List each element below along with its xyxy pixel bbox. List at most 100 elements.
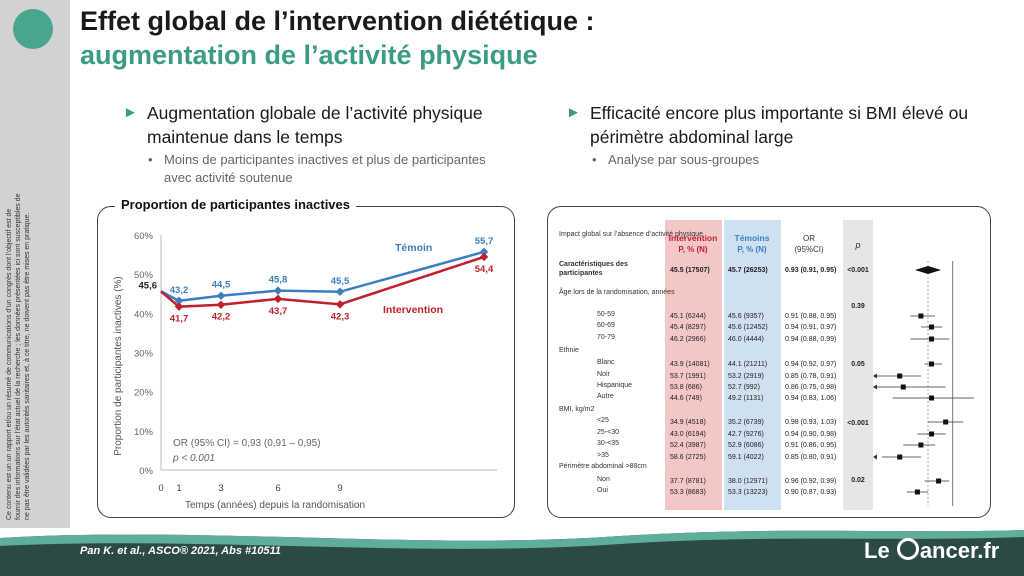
row-label: Blanc: [597, 359, 615, 366]
or-value: 0.85 (0.78, 0.91): [785, 373, 836, 380]
p-value: <0.001: [847, 267, 869, 274]
point-estimate: [929, 336, 935, 342]
temoins-value: 53.3 (13223): [728, 489, 768, 496]
temoins-value: 52.9 (6086): [728, 442, 764, 449]
row-label: >35: [597, 452, 609, 459]
row-label-line: participantes: [559, 270, 603, 277]
data-label: 42,2: [212, 312, 231, 323]
y-axis-label: Proportion de participantes inactives (%…: [113, 276, 124, 456]
data-label: 42,3: [331, 311, 350, 322]
temoins-value: 35.2 (6739): [728, 419, 764, 426]
or-value: 0.86 (0.75, 0.98): [785, 384, 836, 391]
logo-ring-icon: [896, 538, 919, 560]
point-estimate: [900, 384, 906, 390]
slide-subtitle: augmentation de l’activité physique: [80, 40, 538, 70]
y-tick-label: 10%: [134, 427, 154, 438]
right-subbullet-text: Analyse par sous-groupes: [608, 152, 760, 167]
temoins-value: 46.0 (4444): [728, 336, 764, 343]
intervention-value: 43.0 (6194): [670, 431, 706, 438]
header-p: p: [854, 240, 860, 250]
data-point: [335, 300, 345, 309]
citation: Pan K. et al., ASCO® 2021, Abs #10511: [80, 545, 281, 557]
intervention-value: 46.2 (2966): [670, 336, 706, 343]
intervention-value: 44.6 (749): [670, 395, 702, 402]
data-label: 43,2: [170, 285, 189, 296]
left-sidebar: [0, 0, 70, 528]
row-label: 70-79: [597, 334, 615, 341]
row-label: <25: [597, 417, 609, 424]
point-estimate: [943, 419, 949, 425]
temoins-value: 53.2 (2919): [728, 373, 764, 380]
footer-wave: [0, 528, 1024, 549]
data-label: 54,4: [475, 264, 494, 275]
bullet-dot-icon: •: [592, 152, 597, 167]
point-estimate: [929, 395, 935, 401]
row-label: 25-<30: [597, 429, 619, 436]
header-intervention: Intervention: [669, 233, 718, 243]
left-bullet: ► Augmentation globale de l’activité phy…: [123, 101, 527, 149]
right-bullet: ► Efficacité encore plus importante si B…: [566, 101, 990, 149]
bullet-dot-icon: •: [148, 152, 153, 167]
data-point: [174, 296, 184, 306]
row-label-line: Caractéristiques des: [559, 261, 628, 268]
or-value: 0.91 (0.88, 0.95): [785, 313, 836, 320]
p-value: 0.02: [851, 477, 865, 484]
or-value: 0.94 (0.83, 1.06): [785, 395, 836, 402]
x-tick-label: 0: [158, 483, 163, 494]
chart-panel-title: Proportion de participantes inactives: [115, 197, 356, 212]
bullet-arrow-icon: ►: [566, 104, 581, 121]
overall-diamond: [914, 266, 942, 274]
intervention-value: 45.1 (6244): [670, 313, 706, 320]
p-value: <0.001: [847, 420, 869, 427]
temoins-value: 38.0 (12971): [728, 478, 768, 485]
ci-arrow: [873, 454, 877, 460]
or-value: 0.85 (0.80, 0.91): [785, 454, 836, 461]
y-tick-label: 50%: [134, 270, 154, 281]
header-label: Impact global sur l’absence d’activité p…: [559, 231, 703, 238]
row-label: Périmètre abdominal >88cm: [559, 463, 647, 470]
logo-text-left: Le: [864, 538, 890, 563]
row-label: Oui: [597, 487, 608, 494]
point-estimate: [918, 313, 924, 319]
intervention-value: 53.7 (1991): [670, 373, 706, 380]
data-point: [479, 252, 489, 262]
y-tick-label: 40%: [134, 309, 154, 320]
data-label: 45,5: [331, 276, 350, 287]
row-label: 30-<35: [597, 440, 619, 447]
point-estimate: [929, 431, 935, 437]
header-intervention-sub: P, % (N): [678, 245, 708, 254]
header-temoins-sub: P, % (N): [737, 245, 767, 254]
intervention-value: 37.7 (8781): [670, 478, 706, 485]
temoins-value: 45.7 (26253): [728, 267, 768, 274]
p-value: 0.39: [851, 303, 865, 310]
or-value: 0.98 (0.93, 1.03): [785, 419, 836, 426]
right-subbullet: • Analyse par sous-groupes: [592, 151, 938, 169]
row-label: Ethnie: [559, 347, 579, 354]
point-estimate: [918, 442, 924, 448]
x-tick-label: 1: [176, 483, 181, 494]
left-subbullet: • Moins de participantes inactives et pl…: [148, 151, 494, 187]
data-point: [216, 291, 226, 300]
intervention-value: 45.5 (17507): [670, 267, 710, 274]
ci-arrow: [873, 373, 877, 379]
temoins-value: 45.6 (9357): [728, 313, 764, 320]
temoins-value: 49.2 (1131): [728, 395, 763, 402]
or-value: 0.96 (0.92, 0.99): [785, 478, 836, 485]
data-point: [273, 286, 283, 295]
intervention-value: 45.4 (8297): [670, 324, 706, 331]
or-annotation: OR (95% CI) = 0,93 (0,91 – 0,95): [173, 438, 321, 449]
temoins-value: 52.7 (992): [728, 384, 760, 391]
point-estimate: [897, 454, 903, 460]
slide-title: Effet global de l’intervention diététiqu…: [80, 6, 595, 36]
p-annotation: p < 0.001: [172, 453, 215, 464]
intervention-value: 43.9 (14081): [670, 361, 710, 368]
data-label: 44,5: [212, 280, 231, 291]
row-label: Autre: [597, 393, 614, 400]
point-estimate: [914, 489, 920, 495]
or-value: 0.94 (0.91, 0.97): [785, 324, 836, 331]
data-point: [335, 287, 345, 297]
line-chart-panel: [97, 206, 515, 518]
p-value: 0.05: [851, 361, 865, 368]
row-label: Hispanique: [597, 382, 632, 389]
series-line-intervention: [160, 255, 485, 308]
